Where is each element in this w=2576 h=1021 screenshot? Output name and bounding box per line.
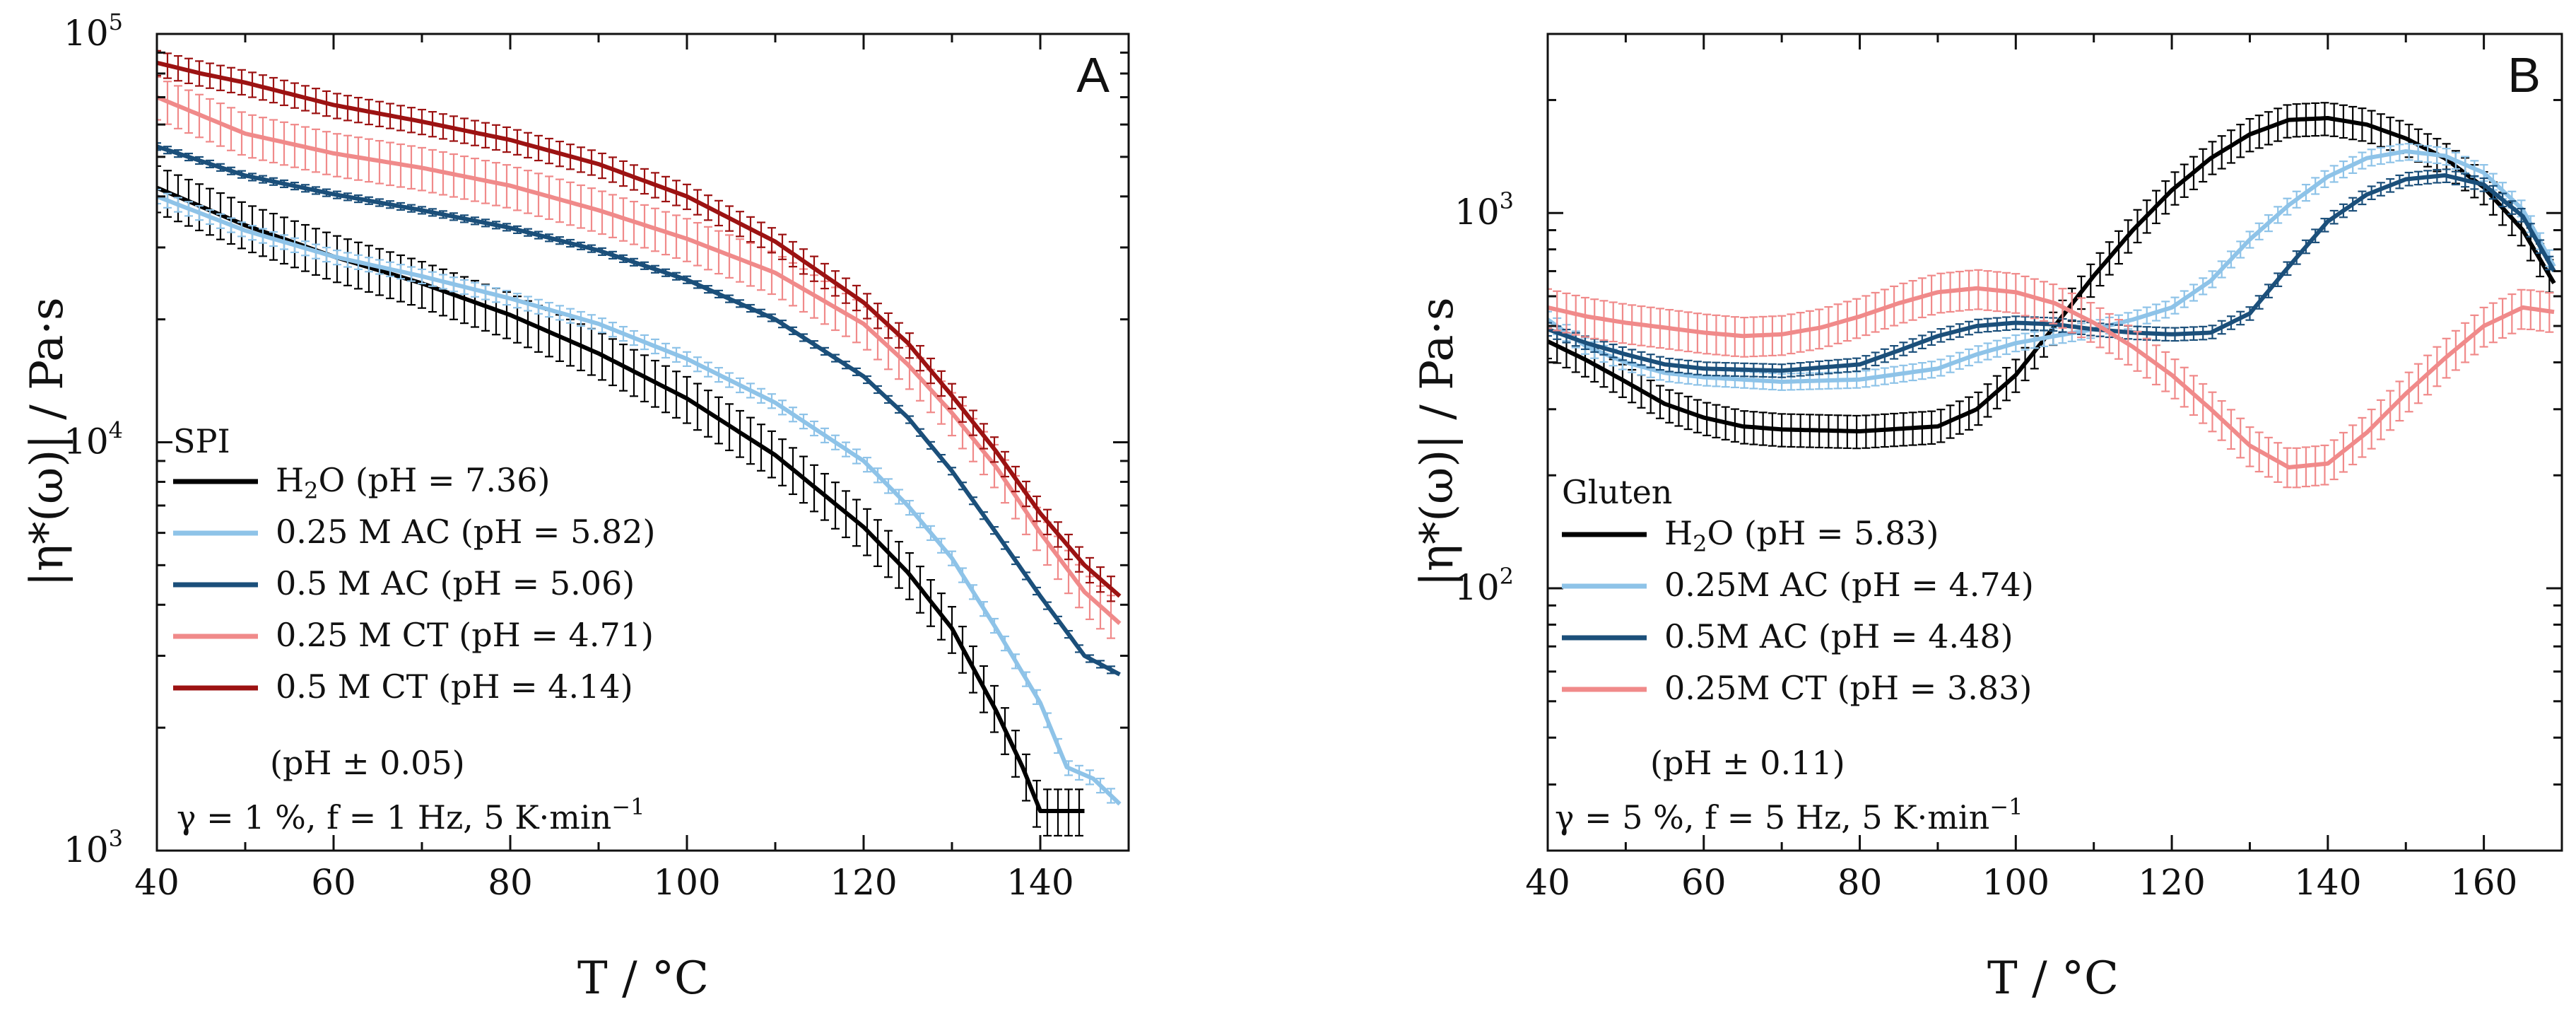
panel-a-series-line-0-5-m-ac [157,144,1121,677]
panel-a-x-tick-label: 120 [830,862,897,903]
panel-a-series-line-0-25-m-ac [157,194,1122,806]
panel-a-x-tick-label: 40 [134,862,180,903]
panel-b-x-tick-label: 120 [2138,862,2205,903]
panel-b: 40 60 80 100 120 140 160 102 103 B T / °C |η*(ω)… [1411,33,2563,1005]
panel-a-y-tick-label: 103 [64,825,123,870]
panel-b-conditions-exp: −1 [1989,793,2023,820]
panel-a-errorbars-0-25-m-ac [157,188,1115,804]
panel-b-series-line-0-25m-ac [1548,149,2556,384]
panel-a-conditions-exp: −1 [611,793,645,820]
panel-a-x-tick-label: 80 [488,862,533,903]
panel-a-y-tick-label: 105 [64,8,123,54]
panel-a-letter: A [1076,47,1110,103]
panel-b-ticks: 40 60 80 100 120 140 160 102 103 [1454,33,2563,903]
panel-b-x-tick-label: 160 [2450,862,2517,903]
panel-a-x-axis-title: T / °C [577,952,709,1005]
panel-b-x-axis-title: T / °C [1987,952,2119,1005]
panel-b-series-line-0-25m-ct [1548,286,2555,469]
panel-b-legend-title: Gluten [1562,473,1672,511]
panel-a-legend-label-0-5-m-ac: 0.5 M AC (pH = 5.06) [276,564,635,602]
panel-b-conditions: γ = 5 %, f = 5 Hz, 5 K·min−1 [1555,793,2023,836]
panel-a-x-tick-label: 60 [311,862,356,903]
panel-b-legend-label-0-25m-ct: 0.25M CT (pH = 3.83) [1664,669,2032,707]
panel-b-legend-label-h2o: H2O (pH = 5.83) [1664,514,1939,557]
panel-b-legend-note: (pH ± 0.11) [1650,744,1845,782]
panel-a-y-axis-title: |η*(ω)| / Pa·s [21,297,73,586]
panel-b-letter: B [2507,47,2541,103]
panel-a-legend-label-0-25-m-ac: 0.25 M AC (pH = 5.82) [276,513,655,551]
panel-a-ticks: 40 60 80 100 120 140 103 104 105 [64,8,1130,903]
panel-a-series-line-0-5-m-ct [157,60,1122,598]
panel-b-y-tick-label: 103 [1454,187,1514,233]
panel-b-y-axis-title: |η*(ω)| / Pa·s [1411,297,1464,586]
panel-b-x-tick-label: 80 [1837,862,1883,903]
panel-a-y-tick-label: 104 [64,417,123,462]
panel-a-legend-label-0-5-m-ct: 0.5 M CT (pH = 4.14) [276,667,633,706]
panel-b-series-line-0-5m-ac [1548,173,2556,373]
panel-b-x-tick-label: 100 [1982,862,2049,903]
panel-a-legend: SPI H2O (pH = 7.36) 0.25 M AC (pH = 5.82)… [173,422,655,836]
panel-a-legend-title: SPI [173,422,230,460]
panel-b-y-tick-label: 102 [1454,563,1514,608]
panel-a: 40 60 80 100 120 140 103 104 105 A T / °C |η*(ω)… [21,8,1130,1005]
panel-b-legend-label-0-5m-ac: 0.5M AC (pH = 4.48) [1664,617,2013,655]
panel-a-legend-note: (pH ± 0.05) [270,744,465,782]
panel-b-legend-label-0-25m-ac: 0.25M AC (pH = 4.74) [1664,566,2034,604]
panel-b-x-tick-label: 60 [1681,862,1727,903]
panel-a-x-tick-label: 100 [653,862,720,903]
panel-a-frame [155,33,1130,852]
panel-b-frame [1546,33,2563,852]
panel-a-conditions-text: γ = 1 %, f = 1 Hz, 5 K·min [177,798,611,836]
panel-b-x-tick-label: 140 [2294,862,2361,903]
panel-b-errorbars-0-5m-ac [1548,168,2554,378]
panel-a-legend-label-0-25-m-ct: 0.25 M CT (pH = 4.71) [276,616,654,654]
panel-b-legend: Gluten H2O (pH = 5.83) 0.25M AC (pH = 4.7… [1555,473,2034,836]
panel-a-series-line-h2o [157,185,1085,813]
panel-a-legend-label-h2o: H2O (pH = 7.36) [276,461,550,504]
panel-a-x-tick-label: 140 [1006,862,1074,903]
panel-a-errorbars-h2o [157,165,1083,837]
panel-a-conditions: γ = 1 %, f = 1 Hz, 5 K·min−1 [177,793,645,836]
panel-b-x-tick-label: 40 [1525,862,1570,903]
panel-a-series [157,49,1122,837]
panel-b-series [1548,102,2556,489]
panel-b-conditions-text: γ = 5 %, f = 5 Hz, 5 K·min [1555,798,1989,836]
